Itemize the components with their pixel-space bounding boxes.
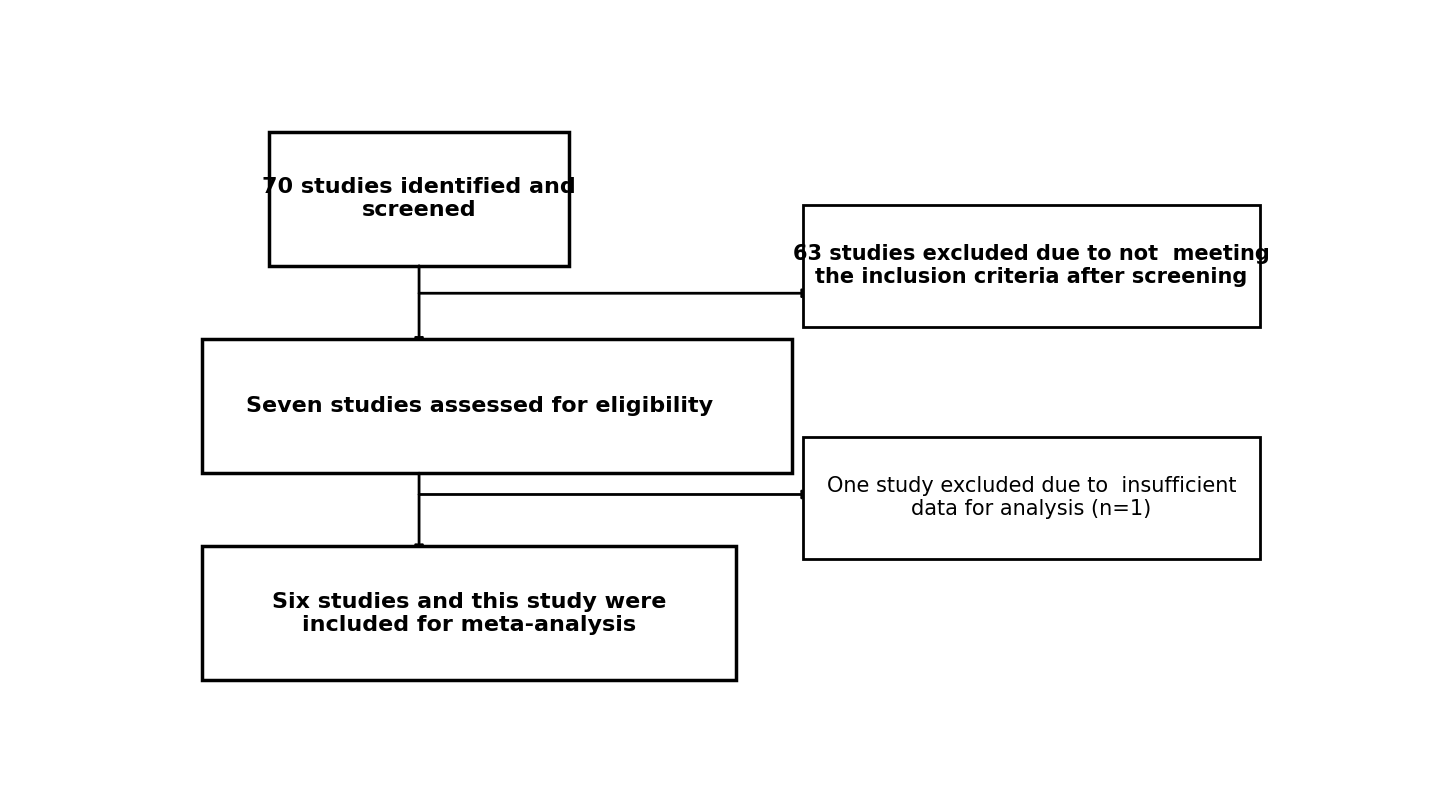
Text: 70 studies identified and
screened: 70 studies identified and screened: [262, 177, 576, 220]
Text: Seven studies assessed for eligibility: Seven studies assessed for eligibility: [247, 396, 714, 416]
FancyBboxPatch shape: [201, 339, 792, 473]
FancyBboxPatch shape: [201, 546, 737, 680]
Text: One study excluded due to  insufficient
data for analysis (n=1): One study excluded due to insufficient d…: [826, 476, 1236, 519]
FancyBboxPatch shape: [269, 131, 569, 266]
FancyBboxPatch shape: [803, 436, 1260, 558]
FancyBboxPatch shape: [803, 205, 1260, 327]
Text: Six studies and this study were
included for meta-analysis: Six studies and this study were included…: [272, 592, 667, 635]
Text: 63 studies excluded due to not  meeting
the inclusion criteria after screening: 63 studies excluded due to not meeting t…: [793, 244, 1270, 287]
